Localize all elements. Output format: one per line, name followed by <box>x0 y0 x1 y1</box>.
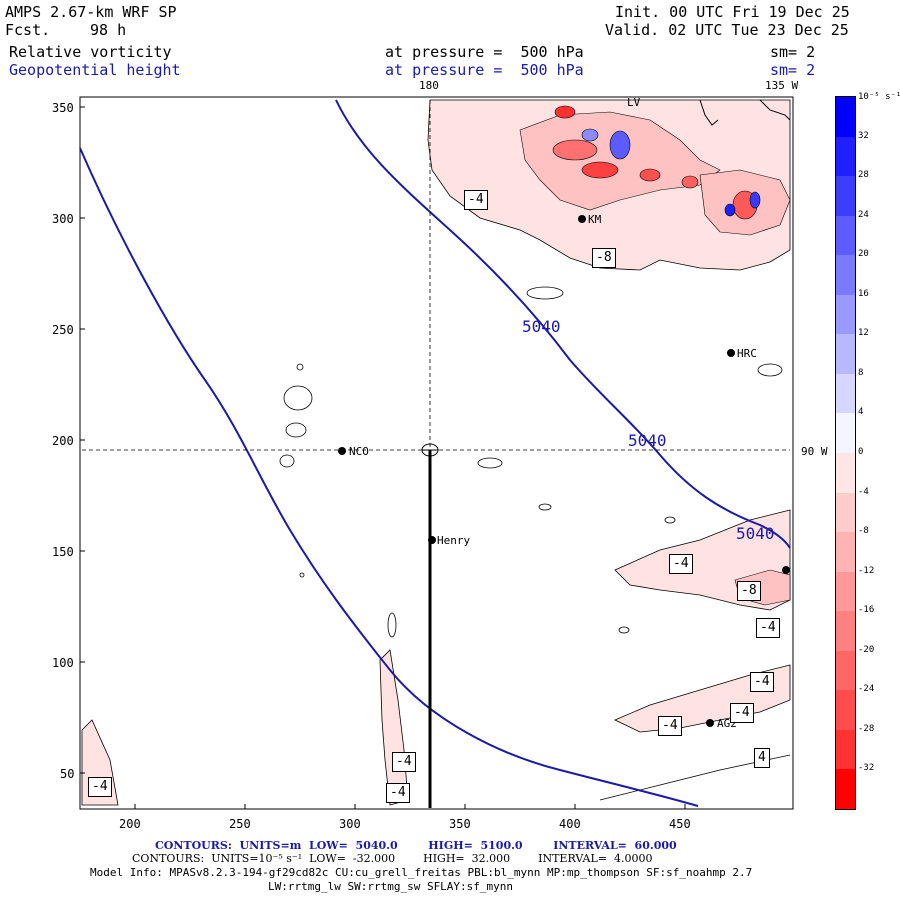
x-tick-200: 200 <box>119 817 141 831</box>
colorbar-segment <box>836 373 855 414</box>
colorbar-level-label: -24 <box>858 684 875 695</box>
colorbar-segment <box>836 532 855 573</box>
field1-smoothing: sm= 2 <box>770 43 816 61</box>
colorbar-segment <box>836 769 855 810</box>
lon-label-135w: 135 W <box>765 79 799 92</box>
height-label-3: 5040 <box>736 524 775 543</box>
field1-name: Relative vorticity <box>9 43 172 61</box>
colorbar-segment <box>836 294 855 335</box>
y-tick-350: 350 <box>52 101 74 115</box>
station-label-lv: LV <box>627 96 641 109</box>
station-label-nco: NCO <box>349 445 369 458</box>
coastline <box>699 99 791 126</box>
vort-label-12: -4 <box>88 777 112 797</box>
station-label-km: KM <box>588 213 602 226</box>
height-contours <box>79 99 791 807</box>
x-tick-400: 400 <box>559 817 581 831</box>
colorbar-segment <box>836 650 855 691</box>
vort-label-5: -4 <box>756 618 780 638</box>
footer-contours-vorticity: CONTOURS: UNITS=10⁻⁵ s⁻¹ LOW= -32.000 HI… <box>132 852 653 865</box>
footer-model-info: Model Info: MPASv8.2.3-194-gf29cd82c CU:… <box>90 866 753 879</box>
y-tick-150: 150 <box>52 545 74 559</box>
model-title: AMPS 2.67-km WRF SP <box>5 3 177 21</box>
colorbar-level-label: 20 <box>858 249 869 260</box>
height-label-2: 5040 <box>628 431 667 450</box>
colorbar <box>835 96 856 810</box>
lon-label-180: 180 <box>419 79 439 92</box>
colorbar-level-label: 16 <box>858 288 869 299</box>
colorbar-segment <box>836 453 855 494</box>
colorbar-level-label: 32 <box>858 130 869 141</box>
vort-label-10: -4 <box>392 752 416 772</box>
height-label-1: 5040 <box>522 317 561 336</box>
colorbar-level-label: -16 <box>858 605 875 616</box>
colorbar-segment <box>836 690 855 731</box>
valid-time: Valid. 02 UTC Tue 23 Dec 25 <box>605 21 849 39</box>
vort-label-2: -8 <box>592 248 616 268</box>
colorbar-level-label: 0 <box>858 447 864 457</box>
x-tick-300: 300 <box>339 817 361 831</box>
colorbar-level-label: 12 <box>858 328 869 339</box>
colorbar-level-label: 28 <box>858 170 869 181</box>
colorbar-segment <box>836 97 855 138</box>
colorbar-segment <box>836 729 855 770</box>
colorbar-level-label: -32 <box>858 763 875 774</box>
colorbar-unit: 10⁻⁵ s⁻¹ <box>858 92 900 102</box>
x-tick-450: 450 <box>669 817 691 831</box>
colorbar-segment <box>836 136 855 177</box>
vort-label-6: -4 <box>750 672 774 692</box>
colorbar-segment <box>836 413 855 454</box>
axis-ticks <box>80 106 686 809</box>
forecast-hour: 98 h <box>90 21 127 39</box>
vort-label-1: -4 <box>464 190 488 210</box>
y-tick-300: 300 <box>52 212 74 226</box>
colorbar-level-label: -12 <box>858 565 875 576</box>
x-tick-250: 250 <box>229 817 251 831</box>
lon-label-90w: 90 W <box>801 445 828 458</box>
footer-model-info-2: LW:rrtmg_lw SW:rrtmg_sw SFLAY:sf_mynn <box>268 880 514 893</box>
station-dots <box>338 215 790 727</box>
vort-label-11: -4 <box>386 783 410 803</box>
vort-label-8: -4 <box>658 716 682 736</box>
field1-level: at pressure = 500 hPa <box>385 43 584 61</box>
colorbar-level-label: 8 <box>858 367 864 378</box>
colorbar-level-label: -28 <box>858 723 875 734</box>
colorbar-segment <box>836 492 855 533</box>
colorbar-level-label: -20 <box>858 644 875 655</box>
south-pole-marker <box>421 443 439 457</box>
colorbar-segment <box>836 255 855 296</box>
forecast-label: Fcst. <box>5 21 51 39</box>
station-label-henry: Henry <box>437 534 471 547</box>
vort-label-7: -4 <box>730 703 754 723</box>
station-label-hrc: HRC <box>737 347 757 360</box>
colorbar-level-label: 24 <box>858 209 869 220</box>
colorbar-level-label: 4 <box>858 407 864 418</box>
field2-level: at pressure = 500 hPa <box>385 61 584 79</box>
x-tick-350: 350 <box>449 817 471 831</box>
colorbar-segment <box>836 176 855 217</box>
vort-label-3: -4 <box>669 554 693 574</box>
y-tick-250: 250 <box>52 323 74 337</box>
y-tick-50: 50 <box>60 767 75 781</box>
vorticity-intense-cores <box>552 105 761 220</box>
field2-smoothing: sm= 2 <box>770 61 816 79</box>
colorbar-segment <box>836 334 855 375</box>
colorbar-segment <box>836 611 855 652</box>
colorbar-level-label: -8 <box>858 526 869 537</box>
field2-name: Geopotential height <box>9 61 181 79</box>
colorbar-level-label: -4 <box>858 486 869 497</box>
y-tick-200: 200 <box>52 434 74 448</box>
vort-label-4: -8 <box>737 581 761 601</box>
vort-label-9: 4 <box>754 748 770 768</box>
footer-contours-height: CONTOURS: UNITS=m LOW= 5040.0 HIGH= 5100… <box>155 839 677 852</box>
y-tick-100: 100 <box>52 656 74 670</box>
init-time: Init. 00 UTC Fri 19 Dec 25 <box>615 3 850 21</box>
colorbar-segment <box>836 215 855 256</box>
colorbar-segment <box>836 571 855 612</box>
